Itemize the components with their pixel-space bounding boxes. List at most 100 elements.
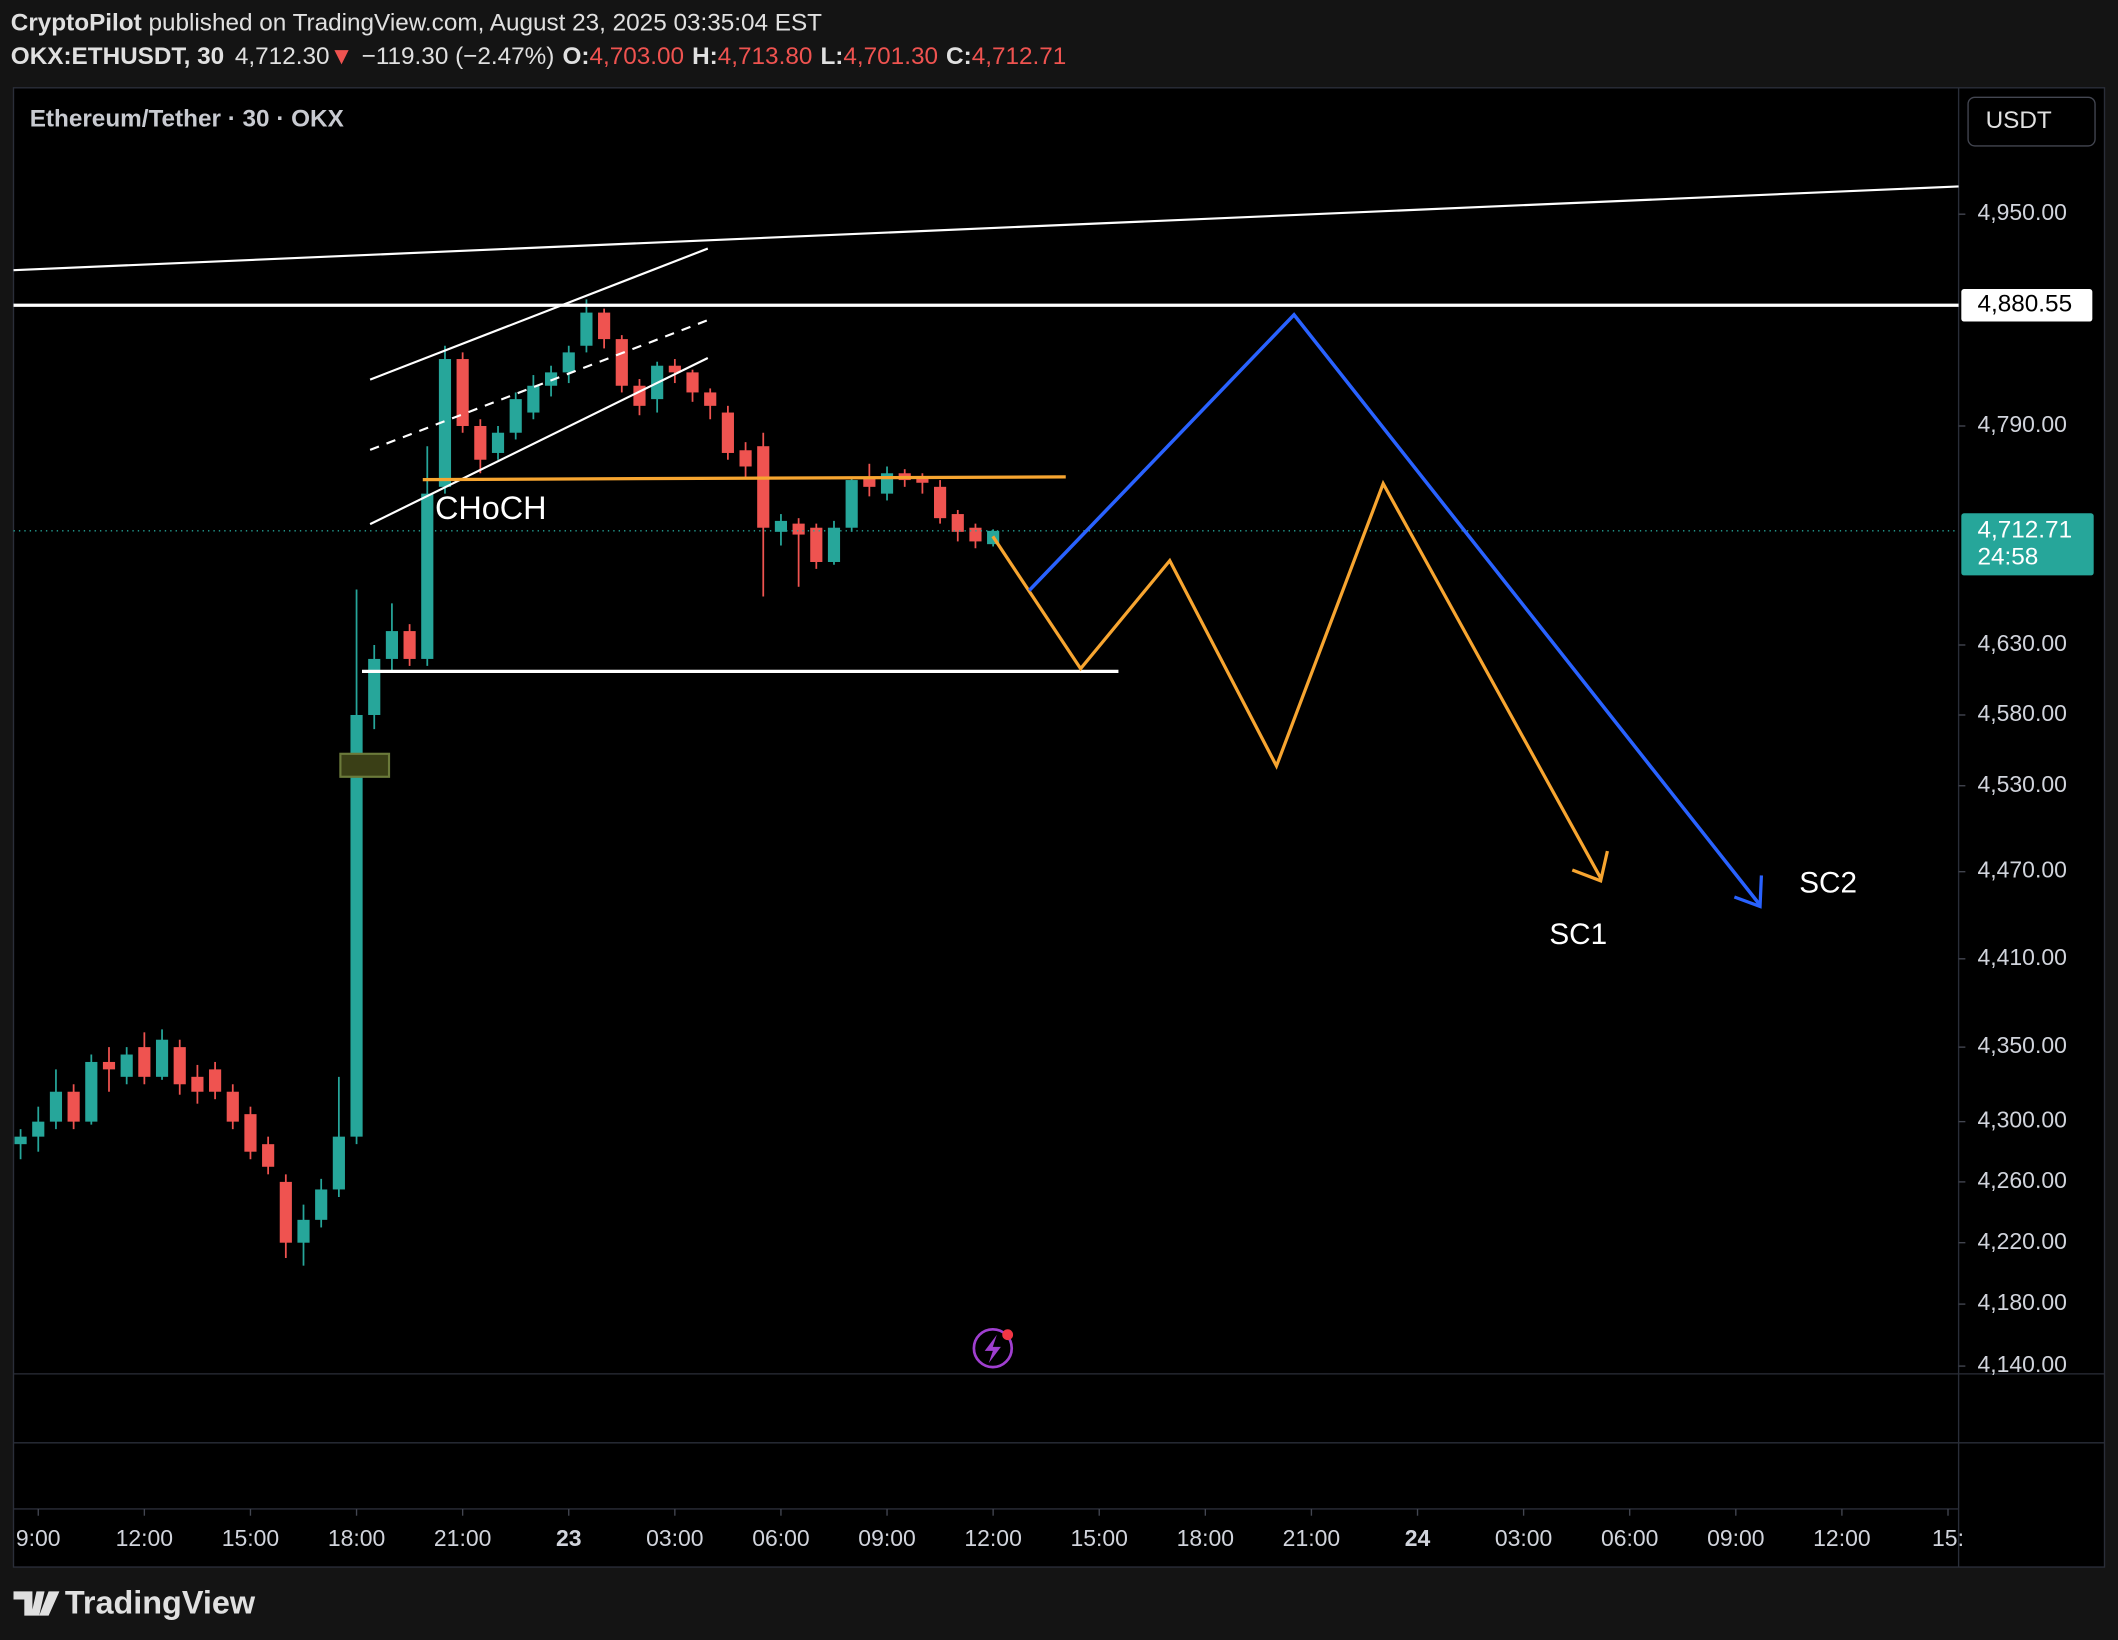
candle-body — [49, 1091, 63, 1122]
currency-button[interactable] — [1967, 96, 2096, 147]
high-value: 4,713.80 — [718, 44, 813, 71]
x-tick-label: 15:00 — [1071, 1525, 1128, 1551]
y-tick-label: 4,410.00 — [1978, 944, 2067, 970]
logo-mark — [13, 1591, 60, 1616]
header-line-1: CryptoPilot published on TradingView.com… — [11, 10, 822, 37]
alert-dot[interactable] — [1002, 1329, 1014, 1341]
candle-body — [863, 477, 876, 487]
x-tick-label: 18:00 — [328, 1525, 385, 1551]
candle-body — [85, 1061, 98, 1122]
y-tick-label: 4,140.00 — [1978, 1351, 2067, 1377]
candle-body — [491, 432, 505, 453]
y-tick-label: 4,950.00 — [1978, 199, 2067, 225]
candle-body — [598, 312, 611, 340]
candle-body — [279, 1181, 292, 1243]
x-tick-label: 15:00 — [222, 1525, 279, 1551]
x-tick-label: 03:00 — [1495, 1525, 1552, 1551]
published: published on TradingView.com, August 23,… — [142, 10, 822, 37]
y-tick-label: 4,630.00 — [1978, 630, 2067, 656]
candle-body — [32, 1121, 45, 1137]
close-label: C: — [946, 44, 972, 71]
candle-body — [562, 352, 575, 373]
x-tick-label: 15: — [1932, 1525, 1964, 1551]
candle-body — [951, 514, 964, 532]
candle-body — [827, 527, 841, 562]
x-tick-label: 03:00 — [646, 1525, 703, 1551]
candle-body — [509, 399, 522, 433]
candle-body — [385, 631, 398, 659]
annotation: SC2 — [1799, 867, 1857, 900]
x-tick-label: 21:00 — [434, 1525, 491, 1551]
level-label: 4,880.55 — [1978, 291, 2073, 318]
symbol: OKX:ETHUSDT, 30 — [11, 44, 224, 71]
alert-icon[interactable] — [972, 1327, 1014, 1369]
candle-body — [120, 1054, 133, 1077]
candle-body — [615, 339, 628, 386]
y-tick-label: 4,530.00 — [1978, 771, 2067, 797]
candle-body — [704, 392, 717, 406]
candle-body — [226, 1091, 239, 1122]
candle-body — [67, 1091, 80, 1122]
footer-logo: TradingView — [13, 1584, 256, 1620]
candle-body — [792, 523, 805, 535]
x-tick-label: 24 — [1405, 1525, 1431, 1551]
x-tick-label: 12:00 — [964, 1525, 1021, 1551]
x-tick-label: 18:00 — [1177, 1525, 1234, 1551]
candle-body — [315, 1189, 328, 1220]
scenario-2-arrow — [1733, 875, 1764, 909]
candle-body — [810, 527, 823, 562]
author: CryptoPilot — [11, 10, 142, 37]
alert-bolt[interactable] — [984, 1334, 1001, 1364]
candle-body — [368, 658, 381, 715]
current-price-label: 4,712.71 — [1978, 516, 2073, 543]
alert-circle[interactable] — [972, 1327, 1014, 1369]
candle-body — [421, 493, 434, 659]
candle-body — [456, 359, 469, 426]
candle-body — [757, 446, 770, 528]
candle-body — [474, 425, 487, 460]
scenario-1-arrow — [1571, 850, 1609, 883]
candle-body — [969, 527, 982, 542]
candle-body — [527, 385, 540, 413]
candle-body — [668, 365, 681, 373]
candle-body — [721, 412, 734, 453]
x-tick-label: 09:00 — [858, 1525, 915, 1551]
choch-line — [422, 475, 1066, 482]
candle-body — [297, 1219, 310, 1243]
candle-body — [739, 450, 752, 467]
change-arrow: ▼ — [329, 44, 353, 71]
last-price: 4,712.30 — [235, 44, 330, 71]
open-label: O: — [562, 44, 589, 71]
candle-body — [438, 359, 452, 487]
channel-mid — [369, 319, 709, 451]
candle-body — [774, 520, 788, 532]
candle-body — [138, 1047, 151, 1077]
drawings — [13, 185, 1959, 909]
candle-body — [350, 714, 363, 1137]
channel-upper — [369, 247, 709, 381]
x-tick-label: 23 — [556, 1525, 582, 1551]
candle-body — [934, 486, 947, 519]
annotation: SC1 — [1549, 918, 1607, 951]
candle-body — [244, 1114, 257, 1152]
candle-body — [544, 372, 558, 386]
candle-body — [155, 1039, 169, 1077]
y-tick-label: 4,580.00 — [1978, 700, 2067, 726]
x-tick-label: 12:00 — [116, 1525, 173, 1551]
x-tick-label: 09:00 — [1707, 1525, 1764, 1551]
y-tick-label: 4,350.00 — [1978, 1032, 2067, 1058]
scenario-2-path — [1028, 312, 1762, 907]
candle-body — [403, 631, 416, 659]
y-tick-label: 4,790.00 — [1978, 411, 2067, 437]
logo-text: TradingView — [65, 1584, 256, 1620]
scenario-1-path — [991, 479, 1603, 879]
x-tick-label: 06:00 — [1601, 1525, 1658, 1551]
candle-body — [191, 1076, 204, 1092]
x-tick-label: 9:00 — [16, 1525, 61, 1551]
chart-frame — [12, 87, 2106, 1568]
trendline — [13, 185, 1959, 272]
y-tick-label: 4,260.00 — [1978, 1167, 2067, 1193]
legend: Ethereum/Tether · 30 · OKX — [30, 106, 344, 133]
currency-button-label[interactable]: USDT — [1986, 107, 2052, 134]
